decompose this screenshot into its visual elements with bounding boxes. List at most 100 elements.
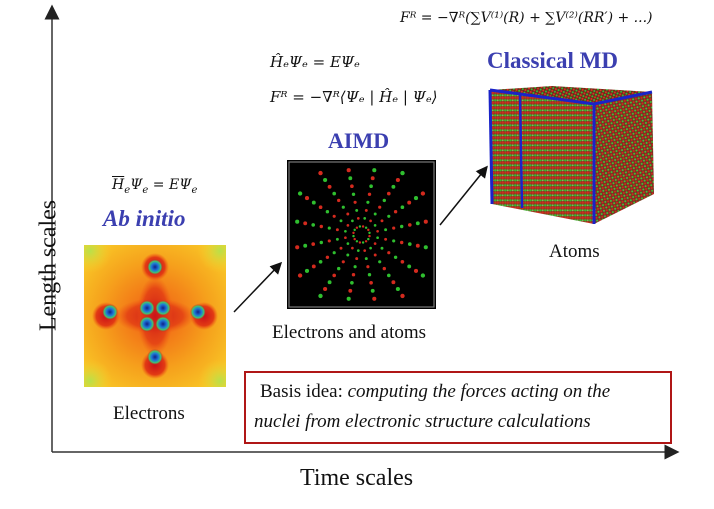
electron-density-image bbox=[84, 245, 226, 387]
ab-initio-eq-rhs: = EΨ bbox=[152, 177, 192, 193]
aimd-atom bbox=[382, 266, 386, 271]
classical-md-caption: Atoms bbox=[549, 241, 600, 262]
aimd-atom bbox=[372, 168, 377, 173]
aimd-atom bbox=[332, 191, 337, 196]
aimd-atom bbox=[367, 237, 370, 241]
ab-initio-eq-psi-sub: e bbox=[142, 184, 149, 196]
aimd-atom bbox=[337, 266, 341, 271]
aimd-atom bbox=[376, 229, 379, 233]
aimd-lattice-image bbox=[287, 160, 436, 309]
aimd-atom bbox=[400, 240, 404, 245]
aimd-atom bbox=[400, 170, 405, 176]
aimd-atom bbox=[373, 242, 377, 245]
aimd-atom bbox=[356, 249, 360, 252]
aimd-atom bbox=[376, 236, 379, 240]
aimd-atom bbox=[351, 273, 356, 277]
aimd-atom bbox=[369, 246, 372, 250]
aimd-atom bbox=[346, 212, 350, 216]
aimd-atom bbox=[364, 226, 368, 229]
aimd-atom bbox=[318, 205, 323, 210]
aimd-atom bbox=[420, 191, 426, 196]
aimd-atom bbox=[420, 273, 426, 278]
aimd-atom bbox=[353, 265, 357, 269]
aimd-atom bbox=[311, 223, 316, 227]
aimd-atom bbox=[400, 293, 405, 299]
aimd-atom bbox=[325, 210, 330, 214]
aimd-atom bbox=[378, 205, 382, 209]
aimd-atom bbox=[311, 242, 316, 246]
aimd-atom bbox=[303, 243, 308, 248]
aimd-equation-1: ĤₑΨₑ = EΨₑ bbox=[270, 53, 360, 71]
classical-md-equation: Fᴿ = −∇ᴿ(∑V⁽¹⁾(R) + ∑V⁽²⁾(RR′) + ...) bbox=[400, 10, 653, 26]
aimd-atom bbox=[393, 255, 398, 259]
x-axis-label: Time scales bbox=[300, 465, 414, 491]
aimd-atom bbox=[351, 246, 354, 250]
aimd-atom bbox=[355, 226, 359, 229]
aimd-atom bbox=[335, 237, 339, 241]
aimd-atom bbox=[355, 240, 359, 243]
aimd-atom bbox=[364, 257, 368, 261]
aimd-atom bbox=[366, 265, 370, 269]
aimd-atom bbox=[332, 273, 337, 278]
aimd-atom bbox=[373, 224, 377, 227]
aimd-atom bbox=[355, 257, 359, 261]
aimd-atom bbox=[366, 200, 370, 204]
aimd-atom bbox=[346, 253, 350, 257]
aimd-atom bbox=[352, 231, 355, 235]
aimd-atom bbox=[395, 286, 400, 292]
aimd-atom bbox=[415, 243, 420, 248]
aimd-atom bbox=[364, 208, 368, 212]
aimd-atom bbox=[382, 198, 386, 203]
aimd-atom bbox=[368, 234, 371, 238]
aimd-atom bbox=[325, 255, 330, 259]
aimd-atom bbox=[339, 219, 343, 223]
aimd-atom bbox=[348, 288, 353, 293]
aimd-atom bbox=[367, 192, 372, 196]
aimd-atom bbox=[346, 168, 351, 173]
aimd-atom bbox=[346, 224, 350, 227]
aimd-atom bbox=[332, 251, 336, 255]
aimd-atom bbox=[327, 280, 332, 285]
aimd-atom bbox=[341, 205, 345, 209]
aimd-atom bbox=[369, 219, 372, 223]
aimd-caption: Electrons and atoms bbox=[272, 322, 427, 343]
aimd-atom bbox=[384, 228, 388, 232]
aimd-atom bbox=[387, 214, 391, 218]
arrow-aimd-to-md bbox=[439, 165, 488, 226]
aimd-atom bbox=[323, 286, 328, 292]
aimd-atom bbox=[351, 219, 354, 223]
aimd-atom bbox=[352, 234, 355, 238]
aimd-atom bbox=[380, 246, 384, 250]
aimd-atom bbox=[341, 260, 345, 264]
aimd-atom bbox=[332, 214, 336, 218]
ab-initio-equation: HeΨe = EΨe bbox=[112, 177, 197, 196]
aimd-atom bbox=[373, 212, 377, 216]
aimd-atom bbox=[353, 200, 357, 204]
cube-edge-front bbox=[488, 89, 494, 205]
aimd-atom bbox=[361, 225, 365, 228]
aimd-equation-2: Fᴿ = −∇ᴿ⟨Ψₑ | Ĥₑ | Ψₑ⟩ bbox=[270, 88, 438, 106]
aimd-atom bbox=[367, 228, 370, 232]
aimd-atom bbox=[391, 280, 396, 285]
aimd-atom bbox=[400, 224, 404, 229]
aimd-atom bbox=[356, 217, 360, 220]
aimd-atom bbox=[311, 264, 316, 269]
classical-md-title: Classical MD bbox=[487, 48, 618, 73]
aimd-atom bbox=[415, 221, 420, 226]
ab-initio-eq-rhs-sub: e bbox=[191, 184, 198, 196]
aimd-atom bbox=[386, 191, 391, 196]
aimd-atom bbox=[327, 184, 332, 189]
ab-initio-eq-h: H bbox=[112, 177, 125, 193]
aimd-atom bbox=[413, 196, 419, 201]
aimd-atom bbox=[407, 223, 412, 227]
aimd-atom bbox=[303, 221, 308, 226]
aimd-atom bbox=[318, 259, 323, 264]
aimd-atom bbox=[319, 240, 323, 245]
aimd-atom bbox=[304, 268, 310, 273]
aimd-atom bbox=[318, 170, 323, 176]
aimd-atom bbox=[311, 200, 316, 205]
aimd-atom bbox=[363, 249, 367, 252]
aimd-atom bbox=[407, 264, 412, 269]
aimd-atom bbox=[372, 296, 377, 301]
